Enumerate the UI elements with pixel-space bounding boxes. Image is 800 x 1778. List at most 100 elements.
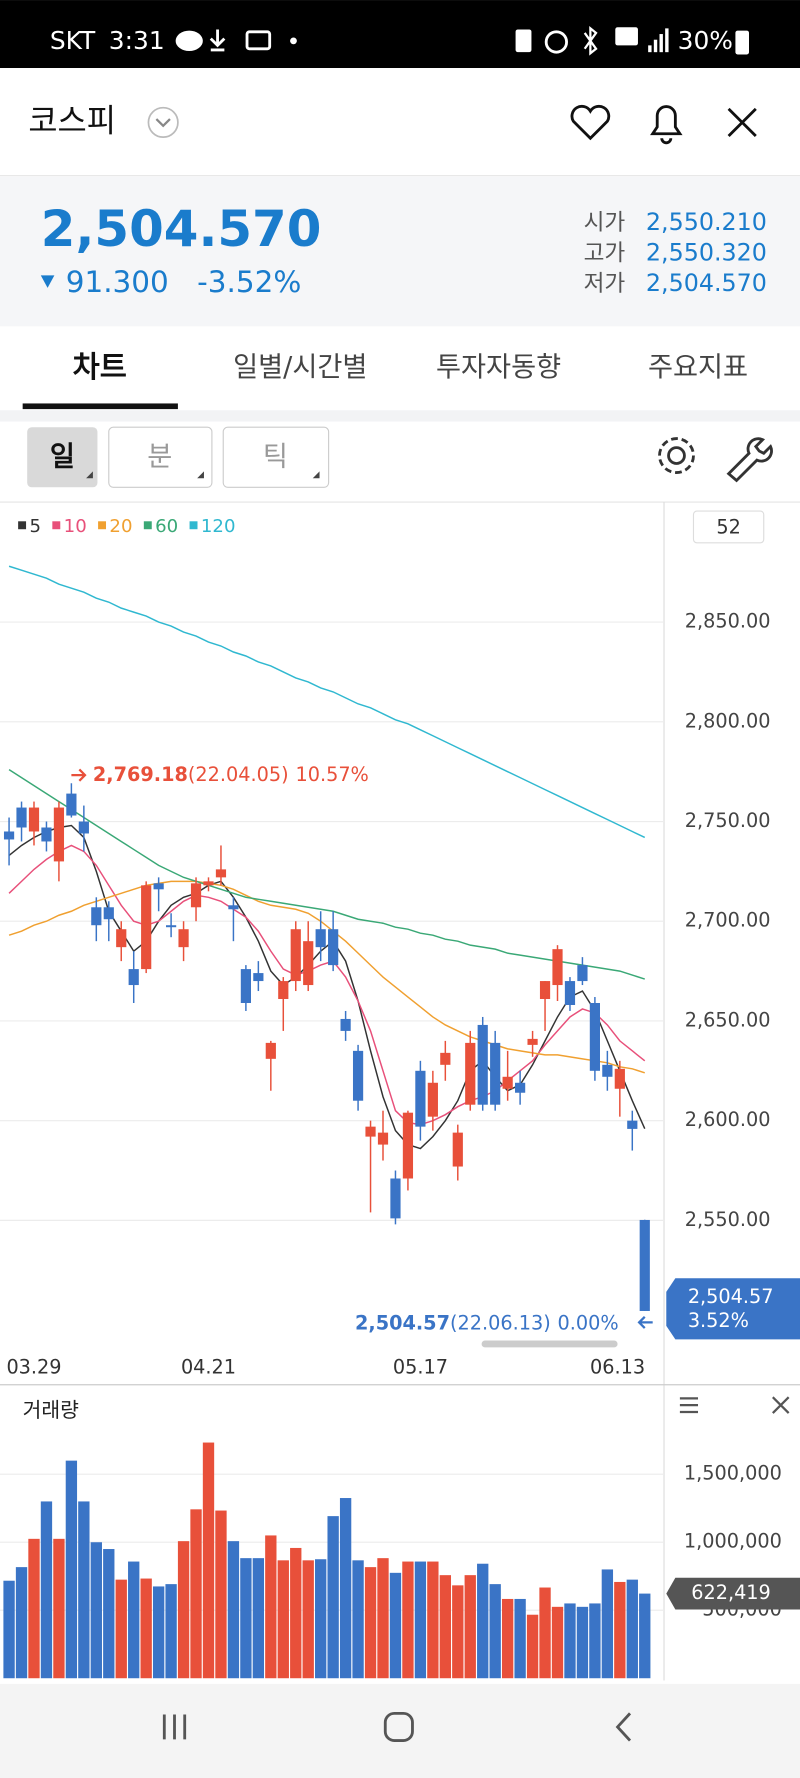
low-price: 2,504.57 xyxy=(355,1311,450,1334)
volume-bar xyxy=(339,1498,352,1679)
candle-body xyxy=(427,1082,438,1117)
candle-body xyxy=(440,1052,451,1065)
candle-body xyxy=(377,1132,389,1145)
low-label: 저가 xyxy=(584,271,626,297)
back-button[interactable] xyxy=(615,1712,632,1742)
header xyxy=(0,68,800,176)
volume-badge-label: 622,419 xyxy=(691,1581,771,1604)
status-icons xyxy=(175,26,750,56)
volume-bar xyxy=(3,1580,15,1679)
candle-body xyxy=(602,1064,613,1077)
tab[interactable]: 주요지표 xyxy=(648,352,748,383)
home-button[interactable] xyxy=(383,1711,414,1742)
period-button[interactable] xyxy=(222,426,330,488)
volume-title: 거래량 xyxy=(23,1398,79,1422)
y-tick-label: 2,550.00 xyxy=(685,1208,771,1231)
candle-body xyxy=(402,1112,414,1179)
volume-bar xyxy=(152,1586,165,1679)
candle-body xyxy=(490,1042,501,1105)
volume-bar xyxy=(302,1560,314,1679)
badge-percent: 3.52% xyxy=(688,1309,749,1332)
price-badge xyxy=(666,1278,800,1340)
volume-bar xyxy=(265,1535,277,1679)
candle-body xyxy=(166,925,177,928)
candle-body xyxy=(16,807,27,828)
volume-bar xyxy=(53,1538,65,1679)
volume-bar xyxy=(526,1614,539,1679)
candle-body xyxy=(116,929,127,948)
close-button[interactable] xyxy=(727,107,757,138)
volume-bar xyxy=(202,1442,215,1679)
candle-body xyxy=(452,1132,463,1167)
high-percent: 10.57% xyxy=(295,763,368,786)
volume-bar xyxy=(315,1559,327,1679)
clock: 3:31 xyxy=(109,26,165,55)
high-price: 2,550.320 xyxy=(646,238,767,266)
volume-bar xyxy=(78,1501,90,1679)
price-change-percent: -3.52% xyxy=(197,265,301,299)
candle-body xyxy=(303,941,314,986)
volume-bar xyxy=(352,1560,364,1679)
volume-bar xyxy=(389,1572,402,1679)
tab[interactable]: 차트 xyxy=(73,350,127,384)
legend-swatch xyxy=(143,521,152,530)
volume-bar xyxy=(452,1585,464,1679)
volume-bar xyxy=(140,1578,152,1679)
volume-bar xyxy=(15,1567,28,1679)
header-title: 코스피 xyxy=(28,103,116,139)
candle-body xyxy=(527,1038,538,1045)
period-button[interactable] xyxy=(108,426,213,488)
candle-body xyxy=(178,929,189,948)
candle-body xyxy=(564,981,576,1005)
candle-body xyxy=(253,973,264,982)
candle-body xyxy=(190,883,202,908)
volume-bar xyxy=(614,1581,626,1679)
candle-body xyxy=(153,883,164,890)
moving-average-line xyxy=(8,880,645,1074)
count-box[interactable] xyxy=(692,510,765,544)
recent-apps-button[interactable] xyxy=(162,1714,187,1740)
volume-bar xyxy=(103,1549,115,1679)
y-tick-label: 2,650.00 xyxy=(685,1008,771,1031)
candle-body xyxy=(41,827,52,842)
legend-swatch xyxy=(189,521,198,530)
badge-price: 2,504.57 xyxy=(688,1285,774,1308)
dropdown-button[interactable] xyxy=(147,106,179,139)
volume-bar xyxy=(551,1606,564,1679)
down-arrow xyxy=(40,275,55,288)
candle-body xyxy=(352,1050,364,1101)
close-volume-button[interactable] xyxy=(772,1396,790,1414)
volume-bar xyxy=(177,1541,190,1679)
period-button-active[interactable] xyxy=(27,427,98,488)
candle-body xyxy=(515,1082,526,1093)
candle-body xyxy=(415,1070,426,1127)
candle-body xyxy=(128,969,139,986)
candle-body xyxy=(228,905,239,910)
candle-body xyxy=(265,1042,276,1059)
menu-button[interactable] xyxy=(679,1397,699,1414)
alert-button[interactable] xyxy=(650,105,683,145)
tools-button[interactable] xyxy=(726,437,773,483)
candle-body xyxy=(465,1042,476,1105)
candle-body xyxy=(278,981,289,1000)
scrollbar[interactable] xyxy=(481,1340,618,1348)
tab-bar xyxy=(0,326,800,411)
volume-bar xyxy=(589,1603,601,1679)
favorite-button[interactable] xyxy=(570,104,611,141)
volume-bar xyxy=(439,1575,451,1679)
volume-badge xyxy=(666,1577,800,1610)
candle-body xyxy=(315,929,326,948)
volume-bar xyxy=(115,1579,127,1679)
high-label: 고가 xyxy=(584,240,626,266)
candle-body xyxy=(290,929,301,982)
period-label: 틱 xyxy=(263,441,288,472)
volume-bar xyxy=(90,1542,102,1679)
volume-bar xyxy=(464,1575,476,1679)
battery-level: 30% xyxy=(678,26,733,55)
settings-button[interactable] xyxy=(658,437,695,474)
moving-average-line xyxy=(8,565,646,839)
tab[interactable]: 일별/시간별 xyxy=(233,352,367,383)
tab[interactable]: 투자자동향 xyxy=(436,352,561,383)
candle-body xyxy=(390,1178,401,1219)
